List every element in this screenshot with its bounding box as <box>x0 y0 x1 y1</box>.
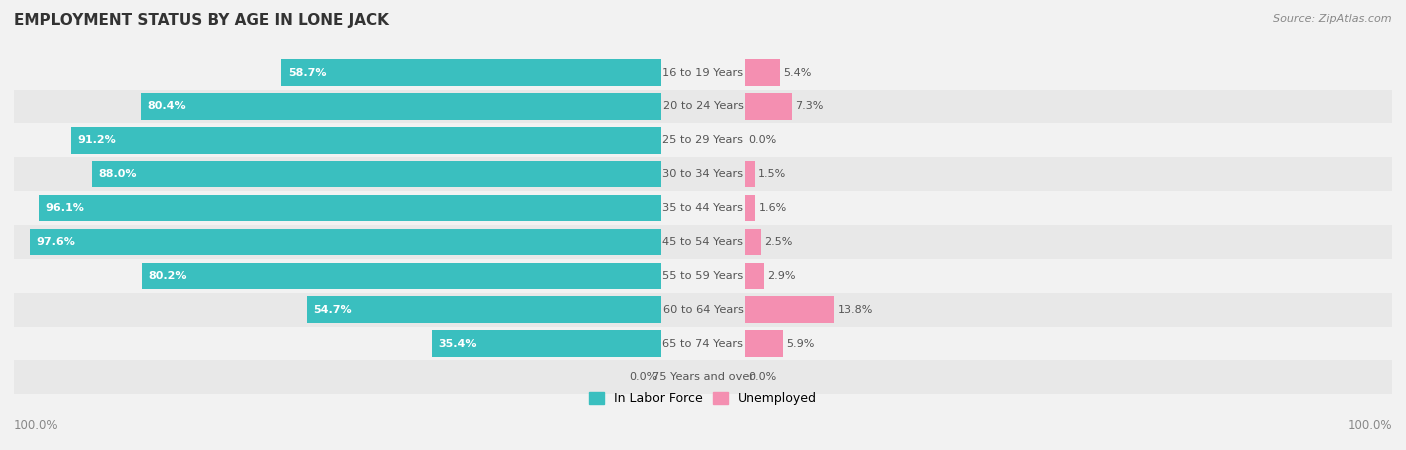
Text: 45 to 54 Years: 45 to 54 Years <box>662 237 744 247</box>
Text: 96.1%: 96.1% <box>46 203 84 213</box>
Bar <box>39 195 661 221</box>
Bar <box>14 360 1392 394</box>
Text: 88.0%: 88.0% <box>98 169 136 179</box>
Bar <box>745 93 792 120</box>
Text: 58.7%: 58.7% <box>288 68 326 77</box>
Bar <box>14 90 1392 123</box>
Text: 65 to 74 Years: 65 to 74 Years <box>662 338 744 348</box>
Bar <box>14 225 1392 259</box>
Bar <box>14 327 1392 360</box>
Text: 30 to 34 Years: 30 to 34 Years <box>662 169 744 179</box>
Text: 0.0%: 0.0% <box>748 373 776 382</box>
Bar <box>745 229 761 255</box>
Bar <box>432 330 661 357</box>
Text: 1.6%: 1.6% <box>759 203 787 213</box>
Text: 7.3%: 7.3% <box>796 102 824 112</box>
Bar <box>14 123 1392 158</box>
Bar <box>14 191 1392 225</box>
Text: 35.4%: 35.4% <box>439 338 477 348</box>
Legend: In Labor Force, Unemployed: In Labor Force, Unemployed <box>583 387 823 410</box>
Bar <box>30 229 661 255</box>
Bar <box>745 195 755 221</box>
Text: 54.7%: 54.7% <box>314 305 352 315</box>
Bar <box>91 161 661 187</box>
Bar <box>14 56 1392 90</box>
Text: 20 to 24 Years: 20 to 24 Years <box>662 102 744 112</box>
Text: 5.9%: 5.9% <box>786 338 815 348</box>
Text: 16 to 19 Years: 16 to 19 Years <box>662 68 744 77</box>
Text: Source: ZipAtlas.com: Source: ZipAtlas.com <box>1274 14 1392 23</box>
Bar <box>745 297 834 323</box>
Bar <box>745 59 780 86</box>
Text: 2.9%: 2.9% <box>768 271 796 281</box>
Text: 75 Years and over: 75 Years and over <box>652 373 754 382</box>
Text: 0.0%: 0.0% <box>748 135 776 145</box>
Bar <box>745 263 763 289</box>
Bar <box>141 93 661 120</box>
Bar <box>142 263 661 289</box>
Text: 100.0%: 100.0% <box>1347 419 1392 432</box>
Bar <box>14 259 1392 292</box>
Text: EMPLOYMENT STATUS BY AGE IN LONE JACK: EMPLOYMENT STATUS BY AGE IN LONE JACK <box>14 14 389 28</box>
Text: 13.8%: 13.8% <box>838 305 873 315</box>
Bar <box>745 161 755 187</box>
Text: 25 to 29 Years: 25 to 29 Years <box>662 135 744 145</box>
Text: 97.6%: 97.6% <box>37 237 75 247</box>
Text: 60 to 64 Years: 60 to 64 Years <box>662 305 744 315</box>
Text: 2.5%: 2.5% <box>765 237 793 247</box>
Bar <box>307 297 661 323</box>
Text: 5.4%: 5.4% <box>783 68 811 77</box>
Text: 55 to 59 Years: 55 to 59 Years <box>662 271 744 281</box>
Bar <box>281 59 661 86</box>
Bar <box>70 127 661 153</box>
Bar <box>745 330 783 357</box>
Text: 35 to 44 Years: 35 to 44 Years <box>662 203 744 213</box>
Text: 100.0%: 100.0% <box>14 419 59 432</box>
Text: 91.2%: 91.2% <box>77 135 117 145</box>
Text: 0.0%: 0.0% <box>630 373 658 382</box>
Text: 1.5%: 1.5% <box>758 169 786 179</box>
Bar <box>14 158 1392 191</box>
Bar <box>14 292 1392 327</box>
Text: 80.2%: 80.2% <box>149 271 187 281</box>
Text: 80.4%: 80.4% <box>148 102 186 112</box>
